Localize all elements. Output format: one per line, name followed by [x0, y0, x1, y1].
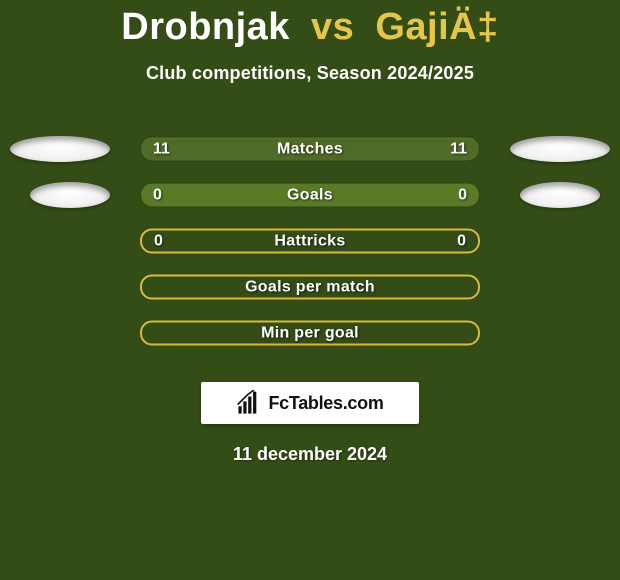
gpm-label: Goals per match	[142, 278, 478, 296]
mpg-label: Min per goal	[142, 324, 478, 342]
player1-badge-icon	[30, 182, 110, 208]
row-goals-per-match: Goals per match	[0, 264, 620, 310]
matches-label: Matches	[141, 140, 479, 158]
player2-badge-icon	[520, 182, 600, 208]
stats-rows: 11 Matches 11 0 Goals 0 0 Hattricks 0	[0, 126, 620, 356]
bar-goals-per-match: Goals per match	[140, 275, 480, 300]
player1-name: Drobnjak	[121, 6, 290, 48]
chart-bars-icon	[236, 390, 262, 416]
page-title: Drobnjak vs GajiÄ‡	[0, 6, 620, 49]
matches-right-value: 11	[450, 140, 467, 158]
hattricks-label: Hattricks	[142, 232, 478, 250]
player2-badge-icon	[510, 136, 610, 162]
player1-badge-icon	[10, 136, 110, 162]
player2-name: GajiÄ‡	[375, 6, 498, 48]
branding-text: FcTables.com	[268, 393, 383, 414]
subtitle: Club competitions, Season 2024/2025	[0, 63, 620, 84]
snapshot-date: 11 december 2024	[0, 444, 620, 465]
bar-min-per-goal: Min per goal	[140, 321, 480, 346]
branding-badge[interactable]: FcTables.com	[201, 382, 419, 424]
goals-label: Goals	[141, 186, 479, 204]
row-min-per-goal: Min per goal	[0, 310, 620, 356]
hattricks-right-value: 0	[457, 232, 466, 250]
row-goals: 0 Goals 0	[0, 172, 620, 218]
comparison-card: Drobnjak vs GajiÄ‡ Club competitions, Se…	[0, 0, 620, 465]
row-hattricks: 0 Hattricks 0	[0, 218, 620, 264]
bar-goals: 0 Goals 0	[140, 183, 480, 208]
bar-matches: 11 Matches 11	[140, 137, 480, 162]
row-matches: 11 Matches 11	[0, 126, 620, 172]
goals-right-value: 0	[458, 186, 467, 204]
bar-hattricks: 0 Hattricks 0	[140, 229, 480, 254]
vs-label: vs	[311, 6, 354, 48]
